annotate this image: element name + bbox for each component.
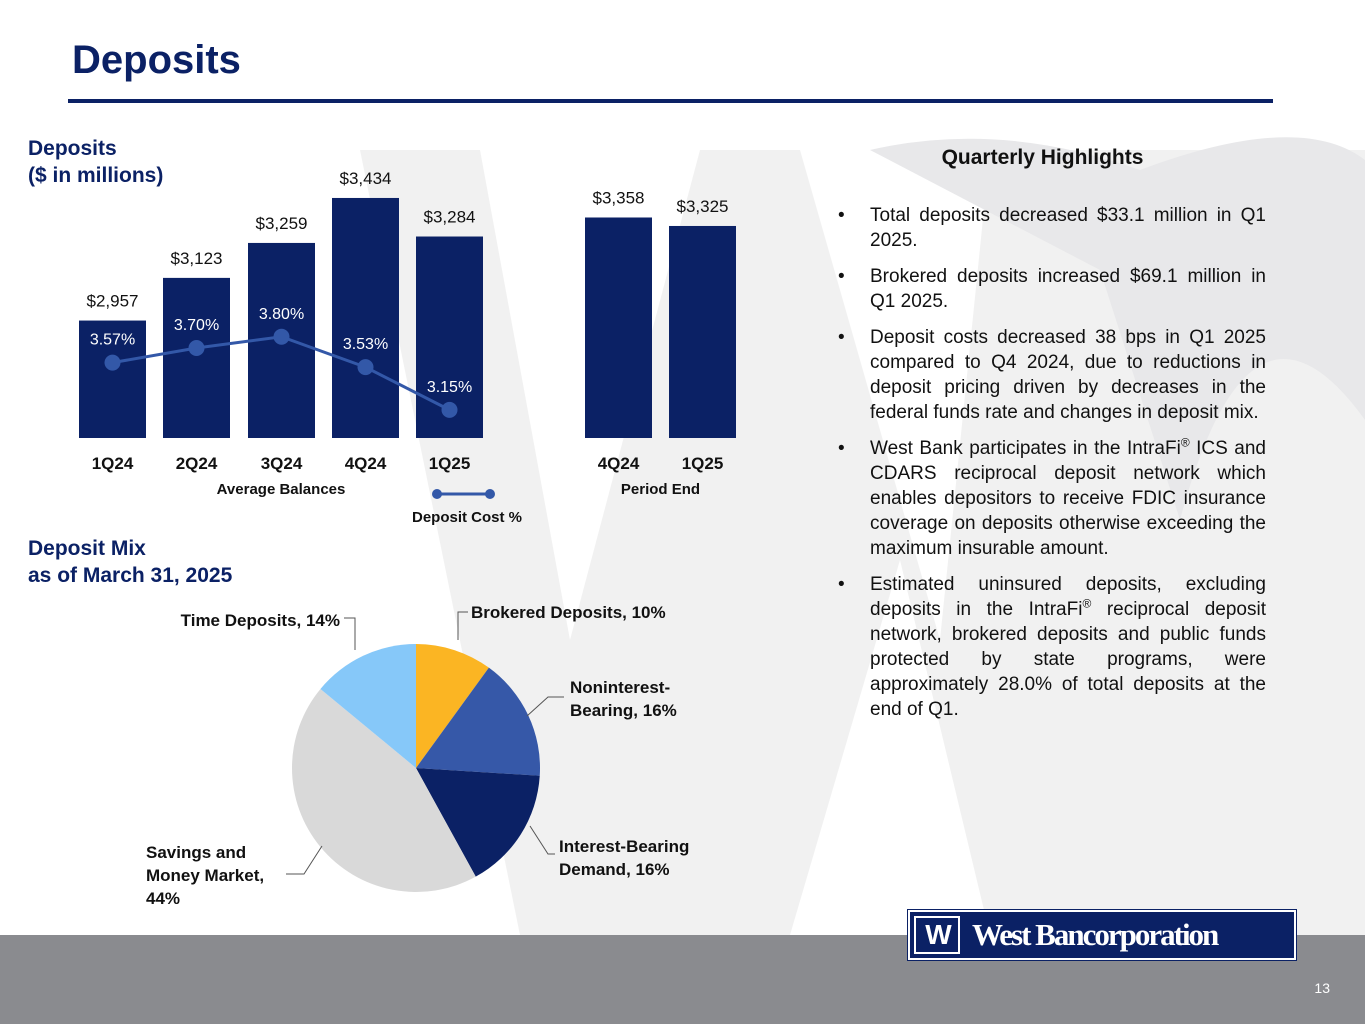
pie-slice-label: Brokered Deposits, 10% — [471, 603, 666, 622]
logo-mark-icon: W — [914, 916, 960, 954]
pie-slice-label: Time Deposits, 14% — [181, 611, 340, 630]
pie-leader-line — [526, 696, 564, 717]
pie-slice-label: Demand, 16% — [559, 860, 670, 879]
bar-value-label: $3,259 — [256, 214, 308, 233]
registered-mark: ® — [1180, 435, 1190, 450]
bar-value-label: $3,123 — [171, 249, 223, 268]
pie-slice — [416, 667, 540, 776]
pie-slice — [291, 688, 476, 893]
pie-leader-line — [344, 617, 356, 650]
category-tick-label: 4Q24 — [598, 454, 640, 473]
category-tick-label: 1Q25 — [682, 454, 724, 473]
deposit-cost-label: 3.80% — [259, 306, 304, 323]
legend-point-swatch — [485, 489, 495, 499]
pie-slice-label: Savings and — [146, 843, 246, 862]
pie-slice — [416, 768, 540, 877]
pie-slice-label: Bearing, 16% — [570, 701, 677, 720]
highlight-bullet: Estimated uninsured deposits, excluding … — [836, 572, 1266, 722]
pie-leader-line — [286, 845, 323, 875]
highlight-bullet: West Bank participates in the IntraFi® I… — [836, 436, 1266, 561]
bar-value-label: $2,957 — [87, 292, 139, 311]
deposit-cost-point — [273, 328, 290, 345]
category-tick-label: 4Q24 — [345, 454, 387, 473]
bar-value-label: $3,434 — [340, 169, 392, 188]
pie-slice-label: 44% — [146, 889, 180, 908]
category-tick-label: 1Q25 — [429, 454, 471, 473]
deposit-cost-label: 3.70% — [174, 317, 219, 334]
bar-value-label: $3,284 — [424, 208, 476, 227]
deposit-cost-label: 3.57% — [90, 332, 135, 349]
deposit-cost-point — [357, 359, 374, 376]
bar-value-label: $3,358 — [593, 188, 645, 207]
deposit-cost-label: 3.53% — [343, 336, 388, 353]
highlight-bullet: Total deposits decreased $33.1 million i… — [836, 203, 1266, 253]
registered-mark: ® — [1082, 596, 1092, 611]
deposit-bar — [585, 217, 652, 438]
deposit-bar — [79, 320, 146, 438]
category-tick-label: 1Q24 — [92, 454, 134, 473]
bar-value-label: $3,325 — [677, 197, 729, 216]
highlight-bullet: Deposit costs decreased 38 bps in Q1 202… — [836, 325, 1266, 425]
pie-leader-line — [457, 611, 468, 640]
bar-group-label: Average Balances — [217, 481, 346, 498]
deposit-cost-label: 3.15% — [427, 379, 472, 396]
mix-chart-title: Deposit Mix as of March 31, 2025 — [28, 535, 232, 589]
highlights-heading: Quarterly Highlights — [941, 146, 1144, 169]
page-title: Deposits — [72, 38, 241, 82]
deposit-bar — [332, 197, 399, 438]
category-tick-label: 3Q24 — [261, 454, 303, 473]
pie-slice-label: Money Market, — [146, 866, 264, 885]
highlights-list: Total deposits decreased $33.1 million i… — [836, 203, 1266, 733]
deposits-chart-title-line-1: Deposits — [28, 137, 117, 160]
bar-group-label: Period End — [621, 481, 700, 498]
category-tick-label: 2Q24 — [176, 454, 218, 473]
mix-chart-title-line-1: Deposit Mix — [28, 537, 146, 560]
legend-label: Deposit Cost % — [412, 509, 522, 526]
pie-leader-line — [529, 825, 555, 855]
highlight-bullet: Brokered deposits increased $69.1 millio… — [836, 264, 1266, 314]
deposits-chart-title-line-2: ($ in millions) — [28, 164, 164, 187]
deposit-cost-point — [104, 354, 121, 371]
pie-slice-label: Noninterest- — [570, 678, 670, 697]
deposit-bar — [163, 277, 230, 438]
legend-point-swatch — [432, 489, 442, 499]
pie-slice-label: Interest-Bearing — [559, 837, 689, 856]
page-number: 13 — [1314, 980, 1330, 996]
pie-slice — [320, 644, 416, 768]
company-logo: W West Bancorporation — [907, 909, 1297, 961]
title-divider — [68, 99, 1273, 103]
deposit-bar — [669, 225, 736, 438]
deposit-cost-point — [188, 340, 205, 356]
deposit-cost-point — [441, 401, 458, 418]
pie-slice — [416, 644, 489, 768]
mix-chart-title-line-2: as of March 31, 2025 — [28, 564, 233, 587]
deposits-chart-title: Deposits ($ in millions) — [28, 135, 163, 189]
logo-text: West Bancorporation — [972, 917, 1219, 952]
